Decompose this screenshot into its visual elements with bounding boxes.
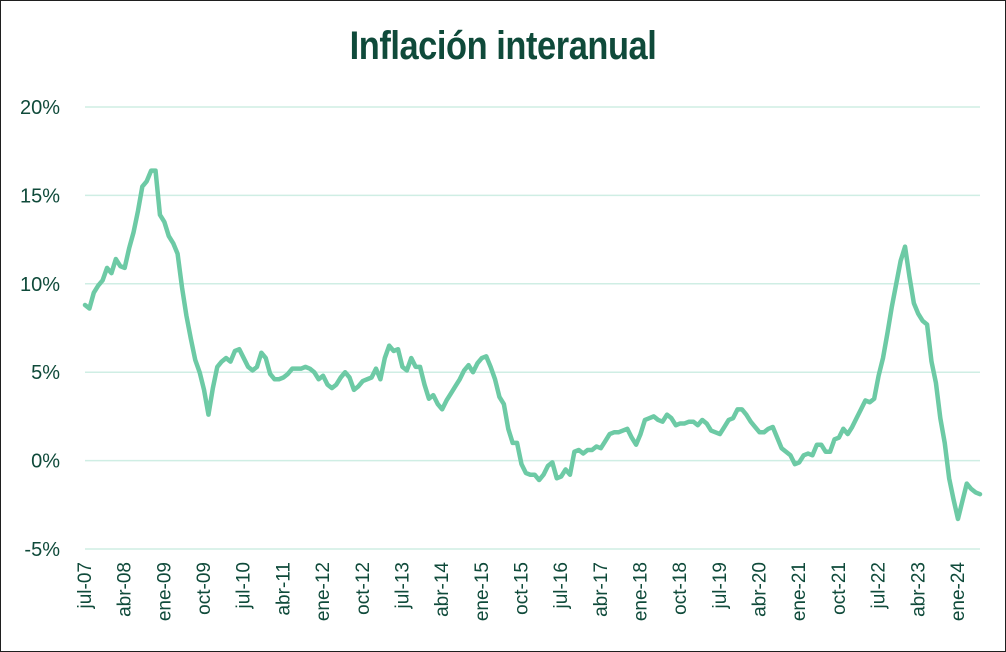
x-axis-ticks: jul-07 abr-08 ene-09 oct-09 jul-10 abr-11 ene-… [75,562,969,622]
y-tick-label: 0% [31,451,60,473]
x-tick-label: abr-20 [750,562,771,617]
x-tick-label: jul-19 [710,562,731,609]
x-tick-label: ene-12 [313,562,334,621]
x-tick-label: ene-15 [472,562,493,621]
x-tick-label: oct-09 [194,562,215,615]
x-tick-label: abr-14 [432,562,453,617]
x-tick-label: abr-08 [115,562,136,617]
x-tick-label: abr-11 [273,562,294,616]
x-tick-label: ene-09 [154,562,175,621]
y-tick-label: 15% [20,185,60,207]
y-axis-ticks: -5% 0% 5% 10% 15% 20% [20,97,60,561]
series-group [82,168,983,522]
x-tick-label: oct-12 [353,562,374,615]
x-tick-label: ene-18 [631,562,652,621]
x-tick-label: abr-17 [591,562,612,617]
series-line [82,168,983,522]
x-tick-label: oct-15 [511,562,532,615]
y-tick-label: 20% [20,97,60,119]
x-tick-label: jul-16 [551,562,572,609]
x-tick-label: ene-24 [948,562,969,622]
x-tick-label: jul-10 [234,562,255,609]
x-tick-label: jul-22 [869,562,890,609]
x-tick-label: ene-21 [789,562,810,621]
y-tick-label: 10% [20,274,60,296]
y-tick-label: -5% [24,539,60,561]
chart-title: Inflación interanual [349,24,657,68]
x-tick-label: abr-23 [908,562,929,617]
x-tick-label: oct-21 [829,562,850,615]
x-tick-label: jul-07 [75,562,96,609]
x-tick-label: jul-13 [392,562,413,609]
x-tick-label: oct-18 [670,562,691,615]
y-tick-label: 5% [31,362,60,384]
gridlines [85,106,980,550]
